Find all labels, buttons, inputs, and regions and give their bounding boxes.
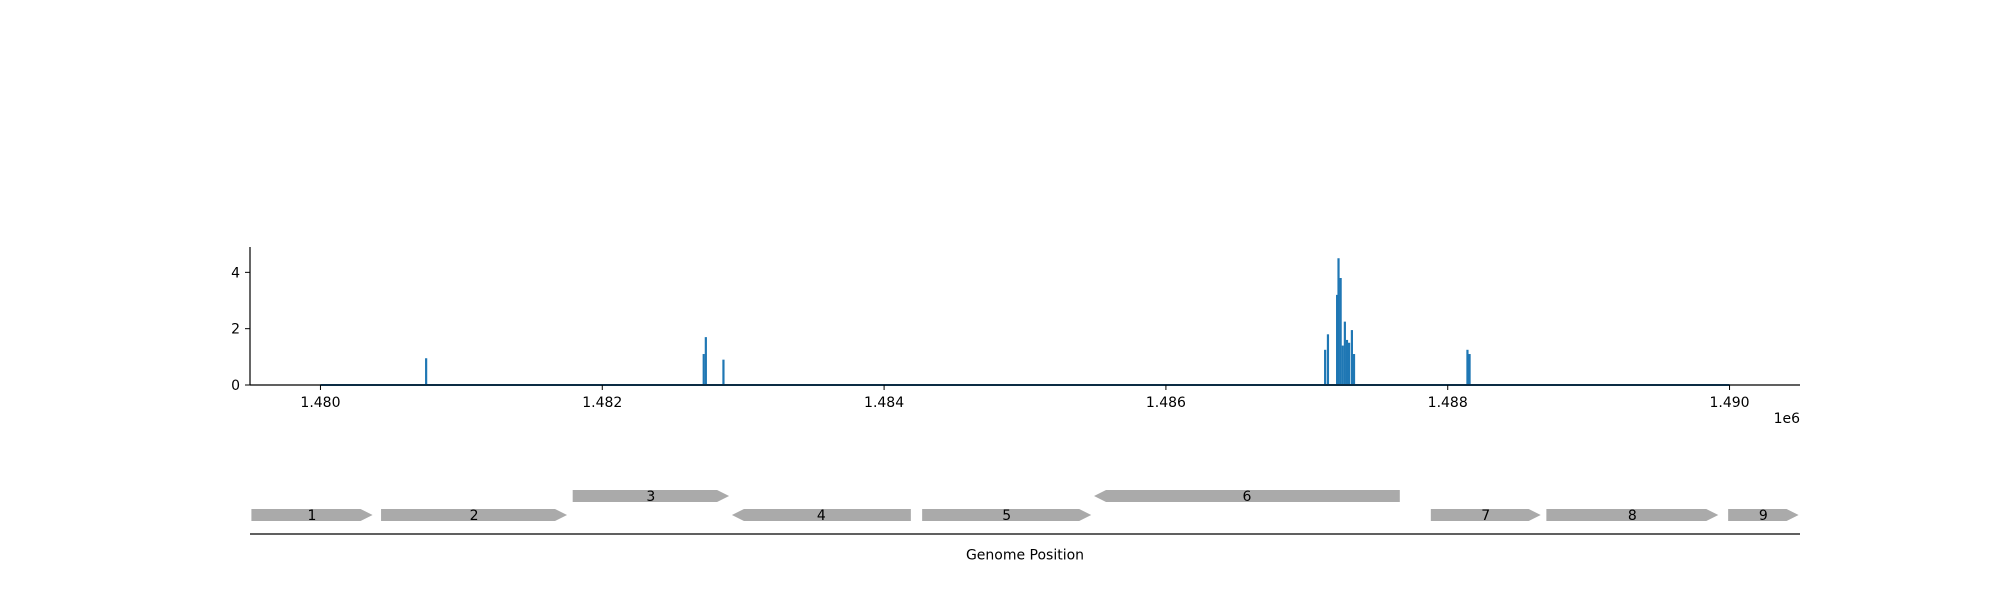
x-tick-label: 1.486 — [1146, 395, 1186, 411]
y-tick-label: 2 — [231, 322, 240, 338]
gene-4-feature — [731, 509, 911, 521]
gene-1-feature — [251, 509, 373, 521]
gene-9-feature — [1728, 509, 1799, 521]
gene-7-feature — [1430, 509, 1541, 521]
gene-5-label: 5 — [1002, 508, 1011, 524]
gene-5-feature — [922, 509, 1092, 521]
gene-9-label: 9 — [1759, 508, 1768, 524]
gene-4-label: 4 — [817, 508, 826, 524]
gene-features: 1 2 3 4 5 6 7 8 9 — [251, 489, 1799, 524]
gene-1-label: 1 — [308, 508, 317, 524]
gene-7-label: 7 — [1481, 508, 1490, 524]
gene-3-label: 3 — [646, 489, 655, 505]
coverage-series — [320, 258, 1730, 386]
gene-track-xlabel: Genome Position — [966, 548, 1084, 564]
x-ticks: 1.480 1.482 1.484 1.486 1.488 1.490 — [300, 385, 1750, 411]
gene-6-label: 6 — [1242, 489, 1251, 505]
gene-8-feature — [1546, 509, 1719, 521]
y-ticks: 0 2 4 — [231, 265, 250, 394]
coverage-panel: 1.480 1.482 1.484 1.486 1.488 1.490 0 2 4 1e6 — [231, 247, 1800, 427]
gene-2-feature — [381, 509, 568, 521]
x-tick-label: 1.488 — [1428, 395, 1468, 411]
x-tick-label: 1.490 — [1709, 395, 1749, 411]
x-offset-label: 1e6 — [1774, 411, 1801, 427]
gene-3-feature — [572, 490, 730, 502]
x-tick-label: 1.480 — [300, 395, 340, 411]
x-tick-label: 1.482 — [582, 395, 622, 411]
gene-8-label: 8 — [1628, 508, 1637, 524]
gene-2-label: 2 — [470, 508, 479, 524]
y-tick-label: 4 — [231, 265, 240, 281]
y-tick-label: 0 — [231, 378, 240, 394]
x-tick-label: 1.484 — [864, 395, 904, 411]
gene-track-panel: 1 2 3 4 5 6 7 8 9 Genome Position — [250, 489, 1800, 564]
gene-6-feature — [1094, 490, 1400, 502]
